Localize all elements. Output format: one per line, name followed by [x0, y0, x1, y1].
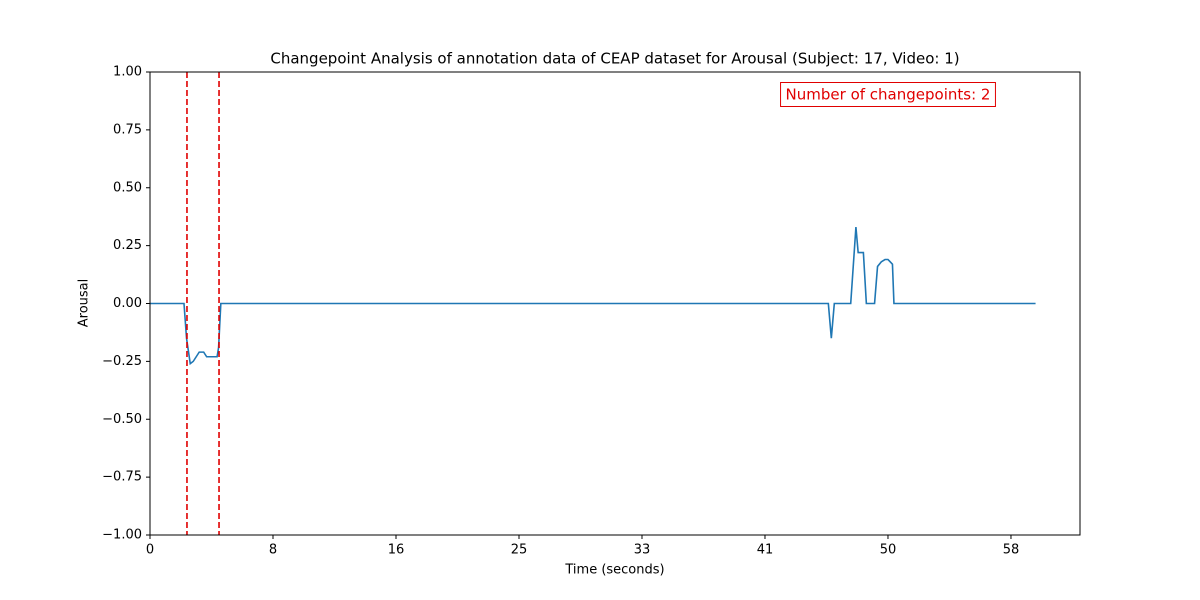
- x-tick-label: 8: [269, 543, 277, 558]
- changepoint-count: Number of changepoints: 2: [786, 86, 991, 104]
- x-tick-label: 16: [388, 543, 405, 558]
- x-axis-label: Time (seconds): [564, 563, 664, 578]
- x-tick-label: 58: [1003, 543, 1020, 558]
- plot-frame: [149, 71, 1081, 536]
- x-tick-label: 33: [634, 543, 651, 558]
- y-tick-label: 0.25: [113, 238, 142, 253]
- x-tick-label: 50: [880, 543, 897, 558]
- y-tick-label: −0.25: [102, 354, 142, 369]
- data-line: [150, 227, 1036, 366]
- annotation-box: [780, 82, 996, 107]
- x-tick-label: 41: [757, 543, 774, 558]
- y-axis-label: Arousal: [77, 279, 92, 328]
- chart-title: Changepoint Analysis of annotation data …: [270, 50, 959, 68]
- x-tick-label: 25: [511, 543, 528, 558]
- x-tick-label: 0: [146, 543, 154, 558]
- y-tick-label: −0.75: [102, 470, 142, 485]
- y-tick-label: 1.00: [113, 65, 142, 80]
- y-tick-label: −0.50: [102, 412, 142, 427]
- y-tick-label: 0.00: [113, 296, 142, 311]
- y-tick-label: 0.50: [113, 180, 142, 195]
- y-tick-label: −1.00: [102, 528, 142, 543]
- y-tick-label: 0.75: [113, 122, 142, 137]
